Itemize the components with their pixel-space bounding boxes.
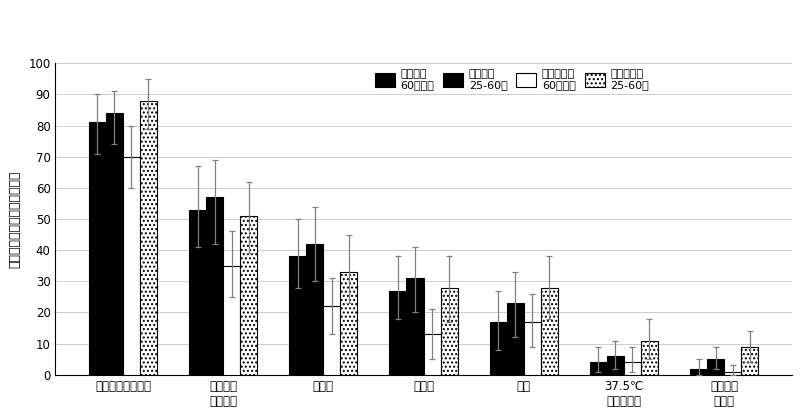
Bar [607, 356, 624, 375]
Legend: モデルナ
60歳以上, モデルナ
25-60歳, ファイザー
60歳以上, ファイザー
25-60歳: モデルナ 60歳以上, モデルナ 25-60歳, ファイザー 60歳以上, ファ… [375, 69, 649, 90]
Bar [423, 334, 441, 375]
Bar [89, 122, 106, 375]
Bar [524, 322, 541, 375]
Bar [641, 341, 658, 375]
Bar [624, 362, 641, 375]
Bar [306, 244, 323, 375]
Bar [390, 291, 406, 375]
Bar [707, 359, 724, 375]
Bar [741, 347, 758, 375]
Y-axis label: 副反応が見られた割合（％）: 副反応が見られた割合（％） [8, 170, 22, 268]
Bar [690, 369, 707, 375]
Bar [541, 287, 558, 375]
Bar [590, 362, 607, 375]
Bar [490, 322, 506, 375]
Bar [724, 371, 741, 375]
Bar [189, 210, 206, 375]
Bar [290, 256, 306, 375]
Bar [140, 101, 157, 375]
Bar [441, 287, 458, 375]
Bar [206, 197, 223, 375]
Bar [323, 306, 340, 375]
Bar [340, 272, 358, 375]
Bar [406, 278, 423, 375]
Bar [240, 216, 257, 375]
Bar [106, 113, 123, 375]
Bar [506, 303, 524, 375]
Bar [123, 157, 140, 375]
Bar [223, 266, 240, 375]
